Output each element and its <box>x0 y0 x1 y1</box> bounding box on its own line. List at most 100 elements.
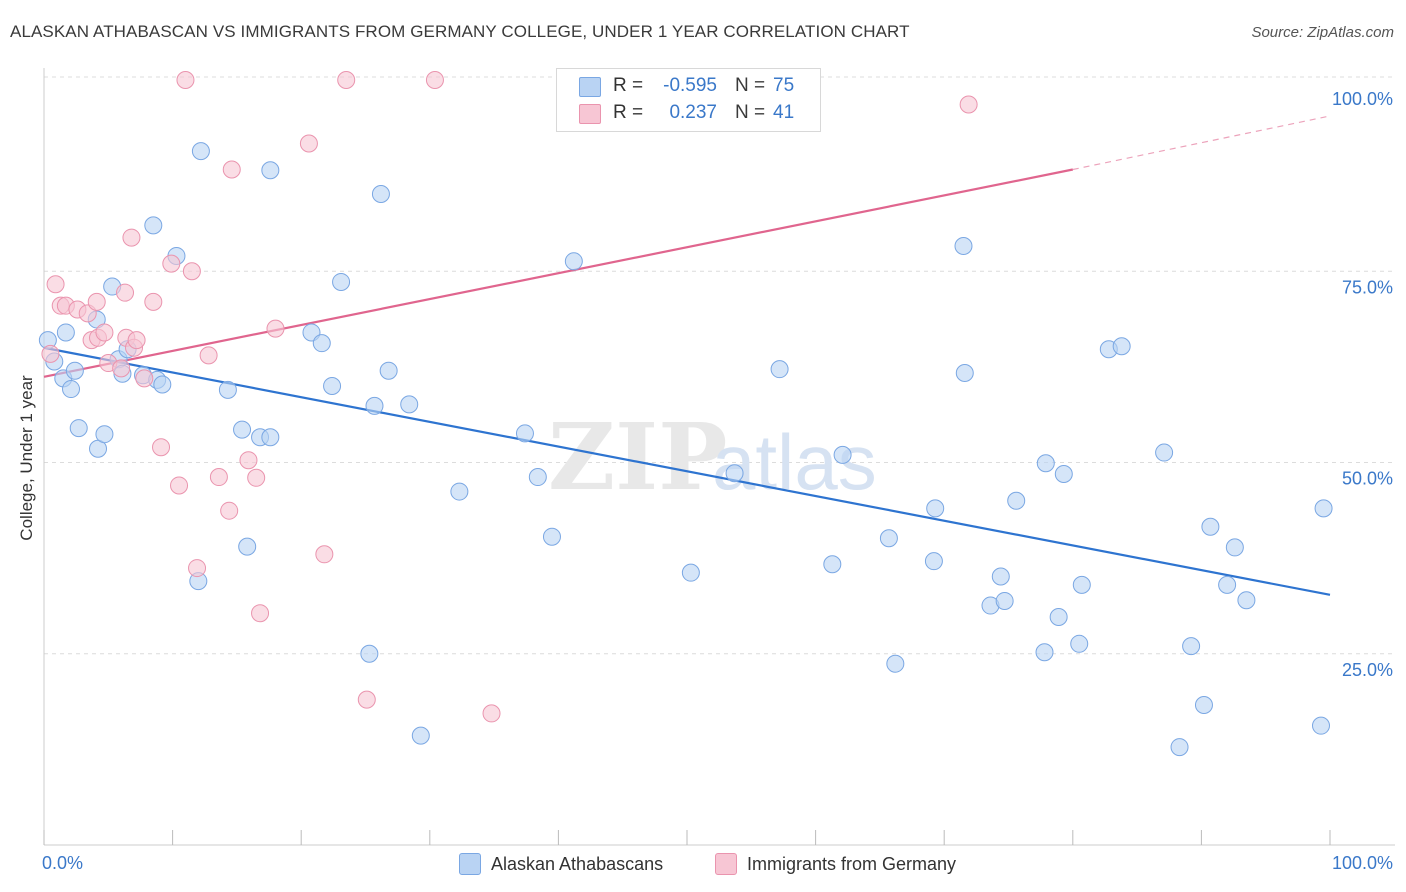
point-athabascan <box>360 644 379 663</box>
point-germany <box>144 292 163 311</box>
chart-title: ALASKAN ATHABASCAN VS IMMIGRANTS FROM GE… <box>10 22 910 41</box>
y-tick-label: 100.0% <box>1332 89 1393 109</box>
point-athabascan <box>450 482 469 501</box>
point-athabascan <box>954 237 973 256</box>
point-germany <box>247 468 266 487</box>
point-athabascan <box>1112 337 1131 356</box>
point-athabascan <box>1049 608 1068 627</box>
point-germany <box>239 451 258 470</box>
point-athabascan <box>238 537 257 556</box>
point-athabascan <box>1311 716 1330 735</box>
point-athabascan <box>926 499 945 518</box>
point-athabascan <box>725 464 744 483</box>
point-athabascan <box>56 323 75 342</box>
point-germany <box>116 283 135 302</box>
y-tick-label: 75.0% <box>1342 277 1393 297</box>
point-athabascan <box>924 552 943 571</box>
point-germany <box>251 604 270 623</box>
point-athabascan <box>1070 634 1089 653</box>
point-germany <box>127 331 146 350</box>
point-athabascan <box>191 142 210 161</box>
legend-r-value: 0.237 <box>669 102 717 123</box>
point-athabascan <box>69 419 88 438</box>
y-tick-label: 50.0% <box>1342 469 1393 489</box>
point-athabascan <box>995 591 1014 610</box>
point-germany <box>95 323 114 342</box>
point-athabascan <box>65 361 84 380</box>
point-athabascan <box>515 424 534 443</box>
point-germany <box>222 160 241 179</box>
point-athabascan <box>371 184 390 203</box>
legend-r-label: R = <box>613 102 644 123</box>
point-germany <box>135 369 154 388</box>
legend-n-label: N = <box>735 102 766 123</box>
point-athabascan <box>1155 443 1174 462</box>
point-athabascan <box>833 445 852 464</box>
point-athabascan <box>365 396 384 415</box>
point-germany <box>176 71 195 89</box>
point-athabascan <box>323 377 342 395</box>
point-athabascan <box>411 726 430 745</box>
point-athabascan <box>564 252 583 271</box>
point-athabascan <box>1036 454 1055 473</box>
point-athabascan <box>95 425 114 444</box>
point-athabascan <box>1007 491 1026 510</box>
bottom-legend-swatch-blue <box>459 853 481 875</box>
bottom-legend-germany: Immigrants from Germany <box>715 852 956 876</box>
data-points <box>38 71 1333 757</box>
point-germany <box>182 262 201 281</box>
point-athabascan <box>542 527 561 546</box>
point-athabascan <box>1201 517 1220 536</box>
point-athabascan <box>823 555 842 574</box>
bottom-legend-label: Alaskan Athabascans <box>491 853 664 874</box>
point-athabascan <box>379 361 398 380</box>
point-athabascan <box>1035 643 1054 662</box>
legend-row-athabascan: R = -0.595 N = 75 <box>579 75 813 97</box>
point-athabascan <box>886 654 905 673</box>
point-athabascan <box>991 567 1010 586</box>
bottom-legend-label: Immigrants from Germany <box>747 853 957 874</box>
point-athabascan <box>261 428 280 447</box>
point-germany <box>170 476 189 495</box>
axes <box>43 68 1395 846</box>
trend-lines <box>43 115 1331 596</box>
point-athabascan <box>312 334 331 353</box>
y-axis-title: College, Under 1 year <box>17 375 36 541</box>
point-athabascan <box>1182 637 1201 656</box>
legend-swatch-blue <box>579 77 601 97</box>
legend-row-germany: R = 0.237 N = 41 <box>579 102 813 124</box>
legend-r-label: R = <box>613 75 644 96</box>
bottom-legend-swatch-pink <box>715 853 737 875</box>
trend-line-germany <box>43 168 1074 378</box>
point-germany <box>299 134 318 153</box>
y-tick-label: 25.0% <box>1342 660 1393 680</box>
point-athabascan <box>681 563 700 582</box>
point-germany <box>209 468 228 487</box>
point-athabascan <box>144 216 163 235</box>
point-athabascan <box>1072 575 1091 594</box>
bottom-legend-athabascan: Alaskan Athabascans <box>459 852 663 876</box>
point-athabascan <box>1314 499 1333 518</box>
point-germany <box>46 275 65 294</box>
x-tick-label: 0.0% <box>42 853 83 873</box>
point-germany <box>482 704 501 723</box>
legend-n-value: 41 <box>773 102 795 123</box>
point-germany <box>199 346 218 365</box>
point-athabascan <box>1237 591 1256 610</box>
point-athabascan <box>528 468 547 487</box>
point-germany <box>220 501 239 520</box>
point-athabascan <box>400 395 419 414</box>
trend-line-extension <box>1072 115 1331 171</box>
point-athabascan <box>1194 696 1213 715</box>
point-athabascan <box>955 363 974 382</box>
point-germany <box>337 71 356 89</box>
point-athabascan <box>233 420 252 439</box>
point-germany <box>152 438 171 457</box>
source-credit: Source: ZipAtlas.com <box>1251 24 1394 41</box>
point-germany <box>87 292 106 311</box>
point-athabascan <box>218 380 237 399</box>
point-athabascan <box>332 272 351 291</box>
point-athabascan <box>879 529 898 548</box>
point-athabascan <box>261 161 280 180</box>
